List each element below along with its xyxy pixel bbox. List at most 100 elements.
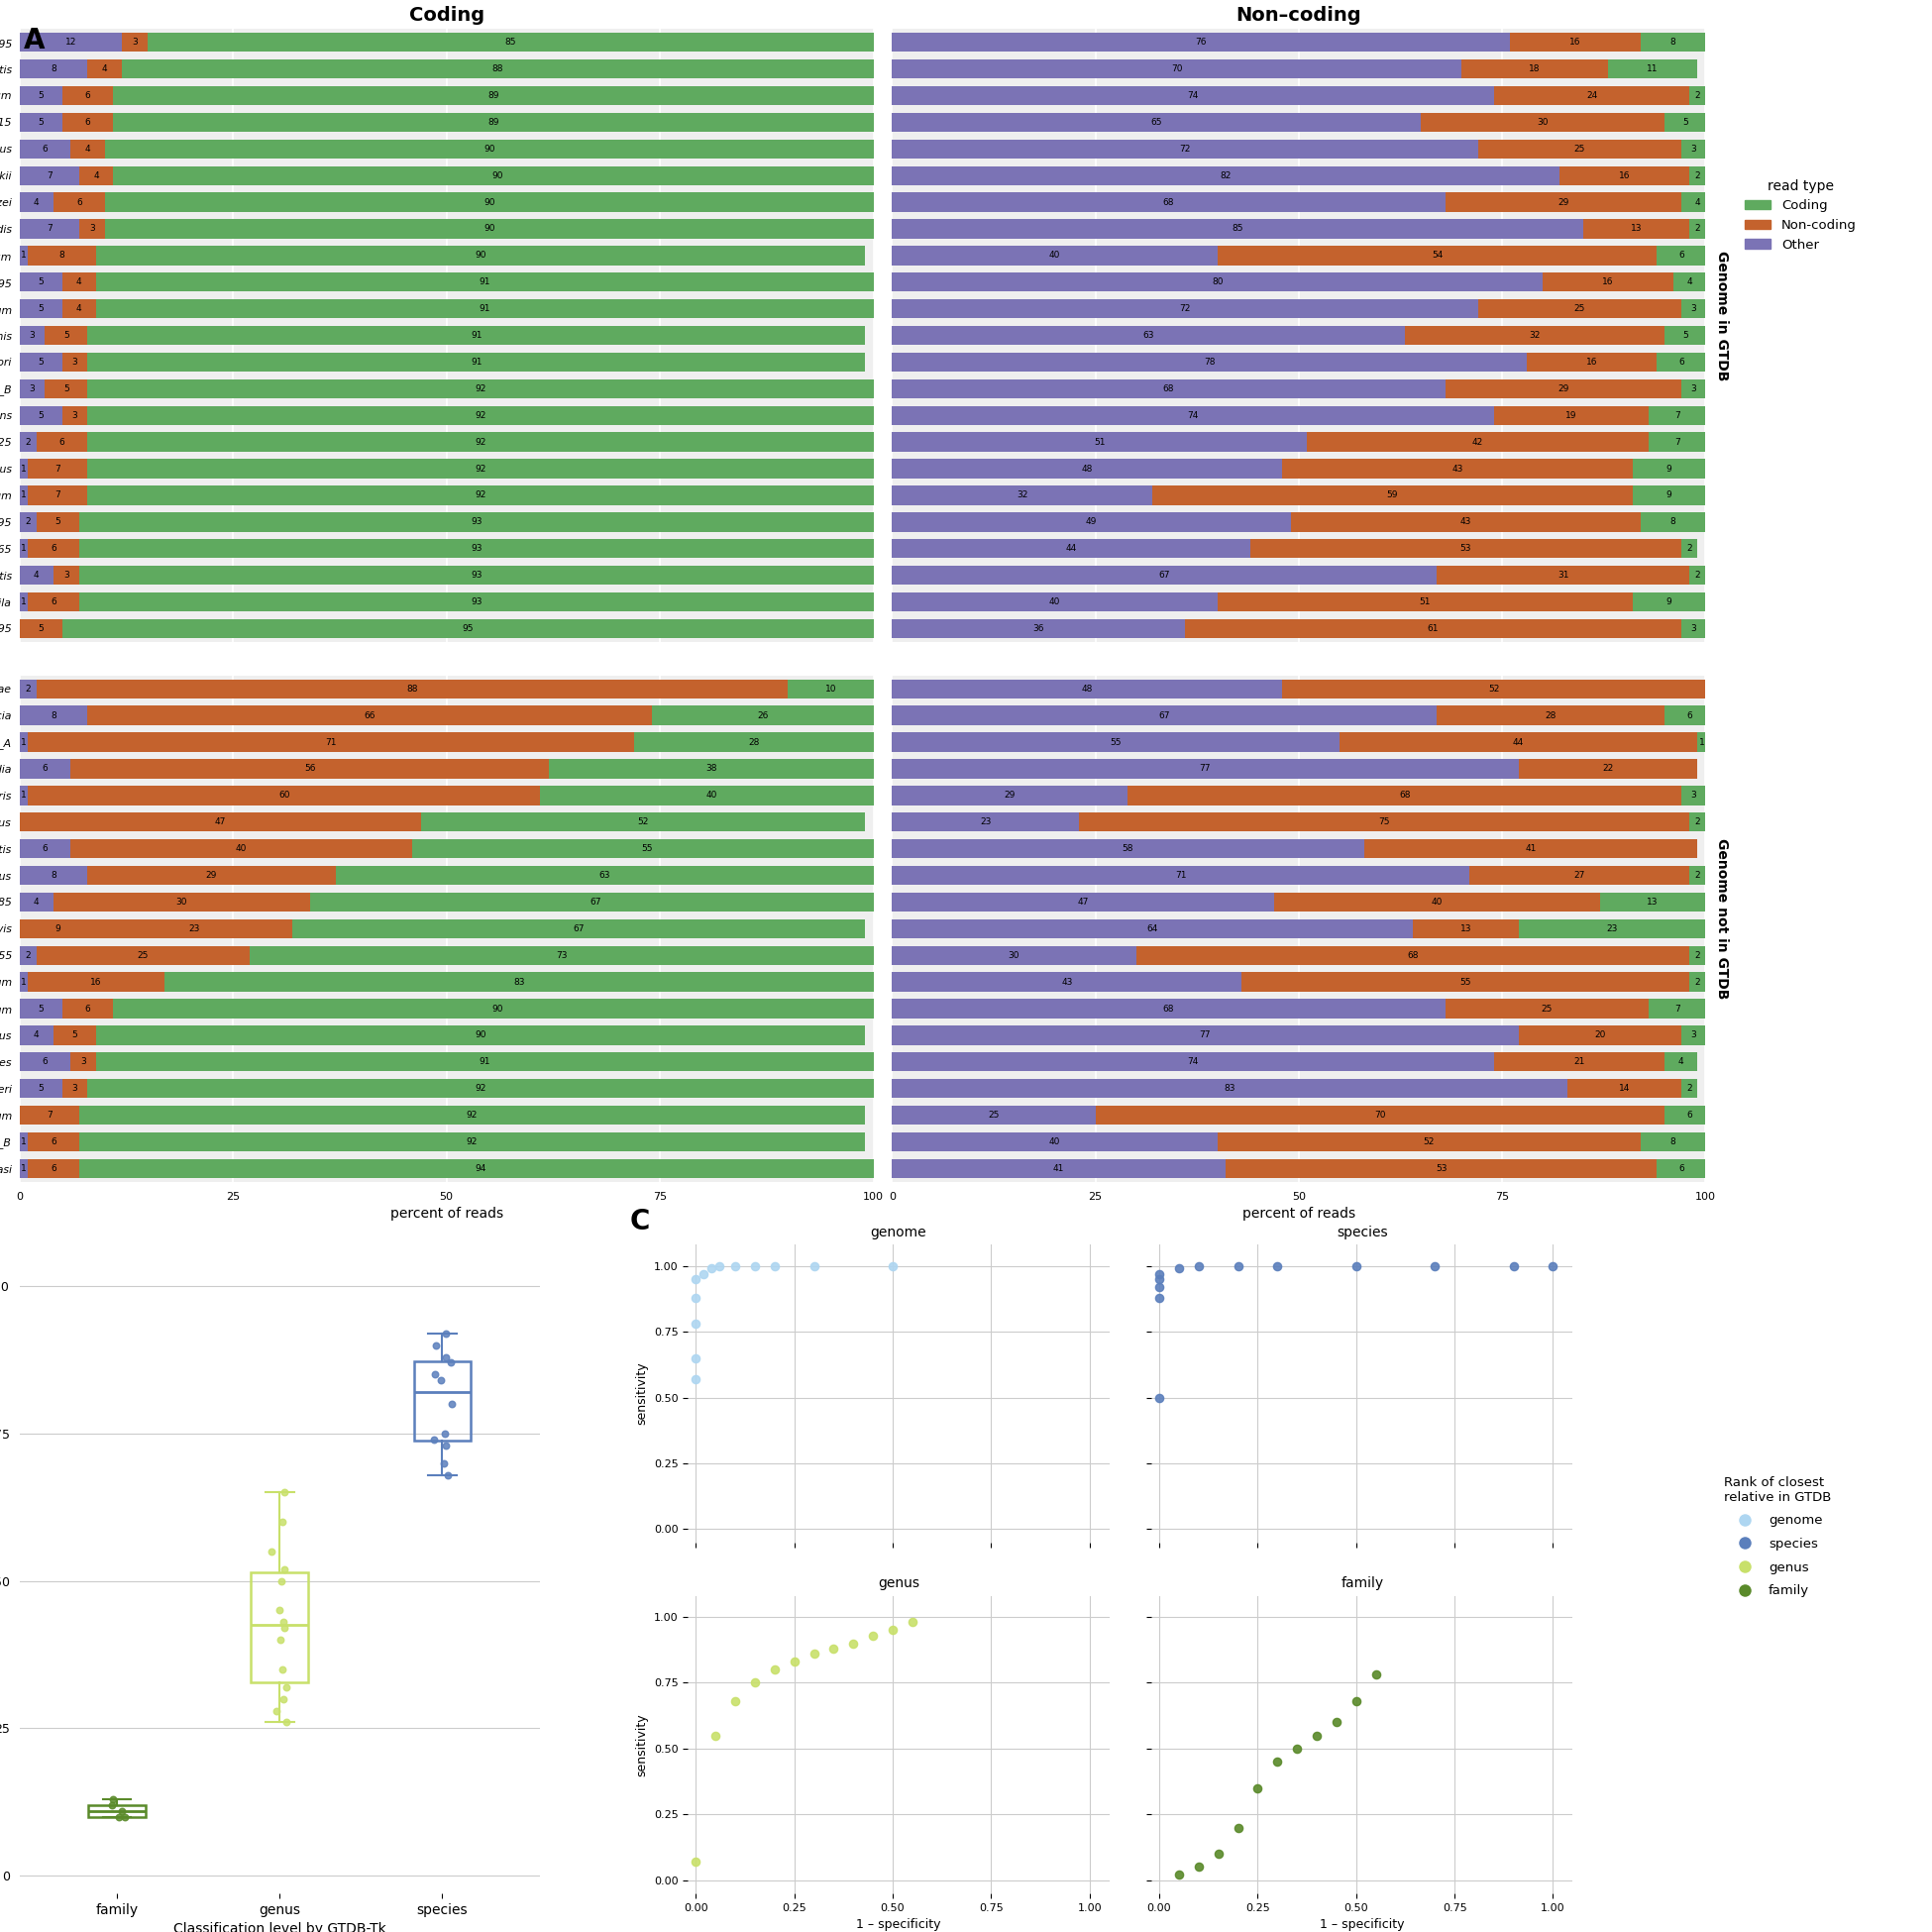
X-axis label: 1 – specificity: 1 – specificity	[1320, 1918, 1405, 1932]
Text: 6: 6	[1687, 1111, 1692, 1121]
Bar	[893, 406, 1493, 425]
Bar	[1681, 1026, 1706, 1045]
Text: 60: 60	[278, 790, 290, 800]
Bar	[19, 272, 62, 292]
Bar	[79, 539, 873, 558]
Text: 13: 13	[1461, 923, 1472, 933]
Bar	[19, 460, 27, 479]
Text: 52: 52	[1424, 1138, 1435, 1146]
Point	[429, 1447, 460, 1478]
Point	[1223, 1812, 1254, 1843]
Point	[1262, 1250, 1293, 1281]
Text: 47: 47	[214, 817, 226, 827]
X-axis label: percent of reads: percent of reads	[390, 1208, 502, 1221]
Text: 93: 93	[471, 545, 481, 553]
Bar	[893, 166, 1559, 185]
Point	[721, 1250, 752, 1281]
Bar	[71, 838, 412, 858]
Point	[798, 1250, 829, 1281]
Bar	[1689, 566, 1706, 585]
Text: 3: 3	[71, 357, 77, 367]
Bar	[62, 112, 114, 131]
Text: 67: 67	[591, 898, 601, 906]
Bar	[19, 379, 44, 398]
Bar	[19, 1053, 71, 1072]
Text: 8: 8	[50, 711, 56, 721]
Text: 6: 6	[75, 197, 81, 207]
Bar	[19, 705, 87, 724]
Point	[97, 1783, 128, 1814]
Bar	[19, 947, 37, 964]
Point	[759, 1250, 790, 1281]
Bar	[97, 299, 873, 319]
Point	[429, 1418, 460, 1449]
Point	[1163, 1859, 1194, 1889]
Text: 55: 55	[641, 844, 653, 854]
Text: 3: 3	[64, 570, 70, 580]
Bar	[1412, 920, 1519, 939]
Point	[1204, 1839, 1235, 1870]
Bar	[19, 512, 37, 531]
Text: 8: 8	[50, 871, 56, 879]
Bar	[87, 433, 873, 452]
Bar	[1633, 485, 1706, 504]
Point	[759, 1654, 790, 1685]
Point	[680, 1264, 711, 1294]
Bar	[893, 972, 1242, 991]
Point	[779, 1646, 810, 1677]
Text: 92: 92	[475, 491, 487, 500]
Text: 9: 9	[1665, 491, 1671, 500]
Text: 6: 6	[50, 1138, 56, 1146]
Bar	[27, 460, 87, 479]
Bar	[19, 732, 27, 752]
Bar	[19, 593, 27, 612]
Text: 88: 88	[406, 684, 417, 694]
Bar	[19, 485, 27, 504]
Bar	[893, 866, 1470, 885]
Text: 30: 30	[1538, 118, 1549, 128]
Point	[1281, 1733, 1312, 1764]
Text: 31: 31	[1557, 570, 1569, 580]
Bar	[97, 245, 866, 265]
Text: 47: 47	[1078, 898, 1090, 906]
Text: 28: 28	[1546, 711, 1557, 721]
Bar	[893, 539, 1250, 558]
Point	[680, 1283, 711, 1314]
Bar	[19, 893, 54, 912]
Bar	[1681, 539, 1698, 558]
Text: 56: 56	[303, 765, 315, 773]
Bar	[1437, 705, 1665, 724]
Bar	[79, 166, 114, 185]
Bar	[1291, 512, 1640, 531]
Bar	[54, 566, 79, 585]
Text: 93: 93	[471, 570, 481, 580]
Text: 77: 77	[1200, 765, 1211, 773]
Text: 4: 4	[93, 172, 99, 180]
Text: 1: 1	[21, 545, 27, 553]
Point	[431, 1318, 462, 1349]
Bar	[27, 972, 164, 991]
Text: 8: 8	[1669, 518, 1675, 526]
Point	[1360, 1660, 1391, 1690]
Text: 85: 85	[1233, 224, 1244, 234]
Text: 2: 2	[1694, 224, 1700, 234]
Bar	[19, 920, 97, 939]
Text: 3: 3	[1690, 384, 1696, 394]
Bar	[122, 33, 147, 52]
Point	[680, 1308, 711, 1339]
Point	[269, 1613, 299, 1644]
Text: 10: 10	[825, 684, 837, 694]
Bar	[893, 618, 1184, 638]
Bar	[19, 193, 54, 213]
Point	[798, 1638, 829, 1669]
Bar	[62, 999, 114, 1018]
Bar	[27, 786, 541, 806]
Text: 4: 4	[33, 197, 39, 207]
Bar	[19, 759, 71, 779]
Title: genus: genus	[877, 1577, 920, 1590]
Text: 95: 95	[462, 624, 473, 634]
Text: 2: 2	[1694, 91, 1700, 100]
Text: 51: 51	[1094, 437, 1105, 446]
Bar	[19, 139, 71, 158]
Text: 25: 25	[137, 951, 149, 960]
